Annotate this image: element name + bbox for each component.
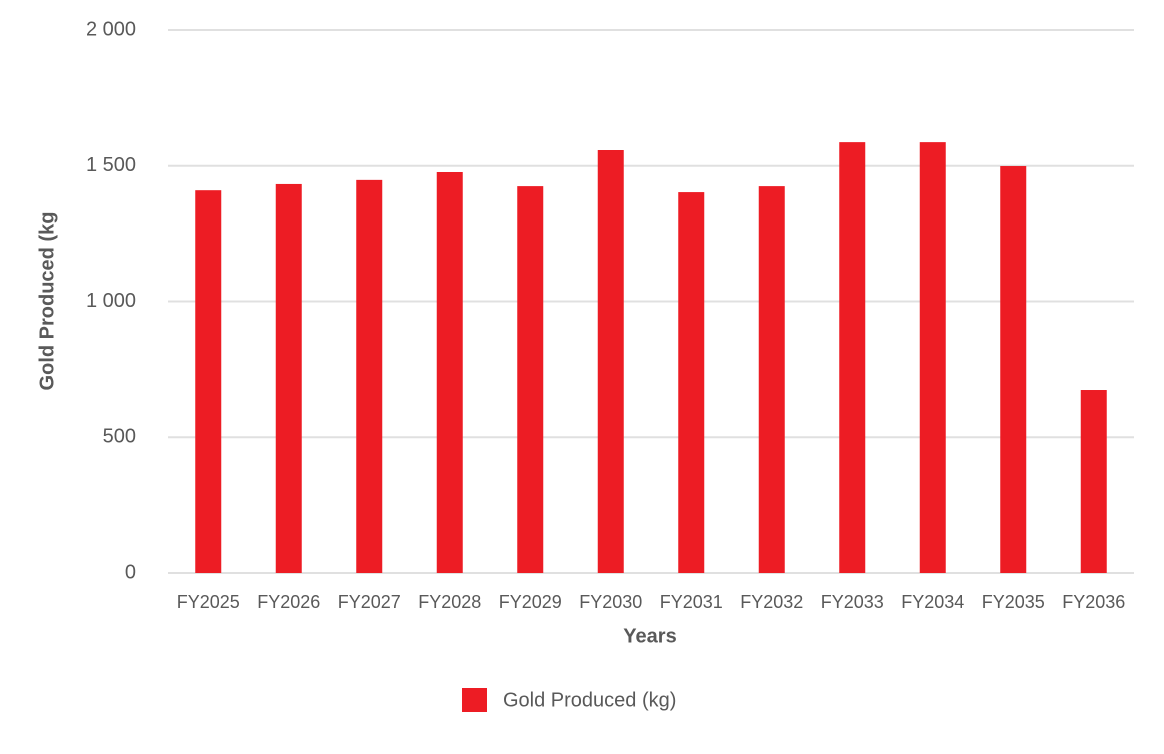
- y-tick-label: 0: [125, 561, 136, 583]
- x-tick-label: FY2036: [1062, 592, 1125, 612]
- bar: [1080, 390, 1107, 573]
- x-axis-title: Years: [623, 625, 676, 647]
- legend-swatch: [462, 688, 487, 712]
- bar: [678, 192, 705, 573]
- bar: [195, 190, 222, 573]
- x-tick-label: FY2034: [901, 592, 964, 612]
- bar: [597, 150, 624, 574]
- y-tick-label: 1 500: [86, 154, 136, 176]
- y-tick-label: 2 000: [86, 18, 136, 40]
- x-tick-label: FY2026: [257, 592, 320, 612]
- x-tick-label: FY2030: [579, 592, 642, 612]
- bar: [919, 142, 946, 573]
- x-tick-label: FY2033: [821, 592, 884, 612]
- x-tick-label: FY2028: [418, 592, 481, 612]
- x-tick-label: FY2035: [982, 592, 1045, 612]
- bar: [275, 183, 302, 574]
- x-tick-label: FY2031: [660, 592, 723, 612]
- legend-label: Gold Produced (kg): [503, 689, 676, 711]
- y-axis-title: Gold Produced (kg: [36, 212, 58, 391]
- bar: [436, 171, 463, 573]
- x-tick-label: FY2027: [338, 592, 401, 612]
- x-tick-label: FY2029: [499, 592, 562, 612]
- bar: [356, 179, 383, 574]
- bar: [1000, 166, 1027, 574]
- bar: [758, 186, 785, 574]
- x-tick-label: FY2025: [177, 592, 240, 612]
- y-tick-label: 500: [103, 426, 136, 448]
- bar: [517, 186, 544, 574]
- bar: [839, 142, 866, 573]
- y-tick-label: 1 000: [86, 290, 136, 312]
- x-tick-label: FY2032: [740, 592, 803, 612]
